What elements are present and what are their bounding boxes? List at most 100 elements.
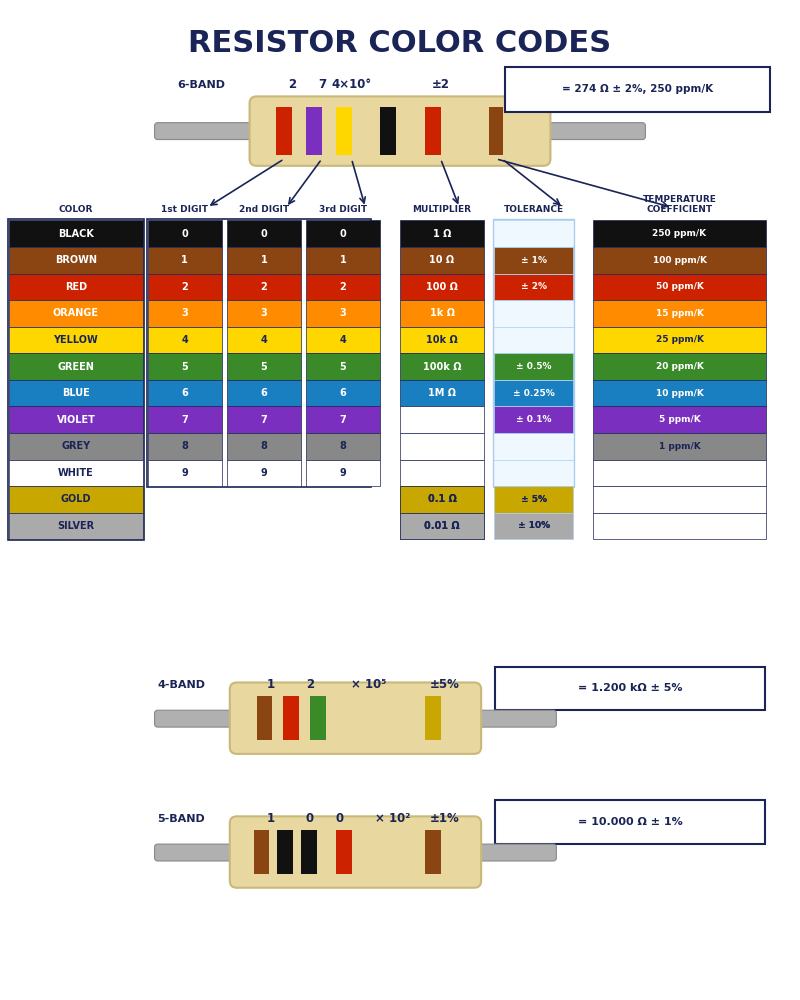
Text: 2: 2 [261, 282, 267, 292]
FancyBboxPatch shape [148, 247, 222, 274]
FancyBboxPatch shape [301, 830, 317, 874]
FancyBboxPatch shape [227, 380, 301, 406]
Text: 4: 4 [182, 335, 188, 345]
Text: ± 10%: ± 10% [518, 521, 550, 530]
Text: ± 5%: ± 5% [521, 495, 546, 504]
FancyBboxPatch shape [494, 380, 573, 406]
FancyBboxPatch shape [494, 406, 573, 433]
FancyBboxPatch shape [9, 513, 142, 539]
FancyBboxPatch shape [306, 406, 380, 433]
FancyBboxPatch shape [495, 800, 765, 844]
Text: 0: 0 [306, 812, 314, 825]
Text: 1k Ω: 1k Ω [430, 308, 454, 318]
FancyBboxPatch shape [9, 406, 142, 433]
FancyBboxPatch shape [154, 844, 259, 861]
FancyBboxPatch shape [400, 220, 484, 247]
FancyBboxPatch shape [227, 353, 301, 380]
Text: 5: 5 [261, 362, 267, 372]
FancyBboxPatch shape [400, 460, 484, 486]
FancyBboxPatch shape [451, 710, 556, 727]
Text: 5: 5 [182, 362, 188, 372]
Text: 25 ppm/K: 25 ppm/K [655, 335, 703, 344]
FancyBboxPatch shape [310, 696, 326, 740]
Text: 1: 1 [261, 255, 267, 265]
Text: ± 1%: ± 1% [521, 256, 546, 265]
FancyBboxPatch shape [593, 433, 766, 460]
Text: 2: 2 [306, 678, 314, 691]
FancyBboxPatch shape [593, 327, 766, 353]
FancyBboxPatch shape [148, 327, 222, 353]
Text: SILVER: SILVER [58, 521, 94, 531]
Text: 3: 3 [261, 308, 267, 318]
Text: RED: RED [65, 282, 87, 292]
FancyBboxPatch shape [494, 274, 573, 300]
FancyBboxPatch shape [148, 406, 222, 433]
FancyBboxPatch shape [250, 96, 550, 166]
Text: × 10⁵: × 10⁵ [350, 678, 386, 691]
FancyBboxPatch shape [400, 406, 484, 433]
FancyBboxPatch shape [230, 682, 481, 754]
FancyBboxPatch shape [494, 486, 573, 513]
Text: 3: 3 [340, 308, 346, 318]
Text: 2: 2 [182, 282, 188, 292]
Text: 1 ppm/K: 1 ppm/K [658, 442, 701, 451]
Text: 100 ppm/K: 100 ppm/K [653, 256, 706, 265]
FancyBboxPatch shape [257, 696, 272, 740]
FancyBboxPatch shape [494, 353, 573, 380]
FancyBboxPatch shape [148, 380, 222, 406]
FancyBboxPatch shape [306, 247, 380, 274]
Text: ± 0.5%: ± 0.5% [516, 362, 551, 371]
FancyBboxPatch shape [400, 300, 484, 327]
FancyBboxPatch shape [593, 380, 766, 406]
Text: 1: 1 [340, 255, 346, 265]
Text: BROWN: BROWN [55, 255, 97, 265]
Text: 1M Ω: 1M Ω [428, 388, 456, 398]
FancyBboxPatch shape [495, 667, 765, 710]
FancyBboxPatch shape [400, 380, 484, 406]
Text: = 1.200 kΩ ± 5%: = 1.200 kΩ ± 5% [578, 683, 683, 693]
Text: ± 5%: ± 5% [521, 495, 546, 504]
Text: ± 0.1%: ± 0.1% [516, 415, 551, 424]
Text: 7: 7 [261, 415, 267, 425]
FancyBboxPatch shape [593, 353, 766, 380]
FancyBboxPatch shape [9, 380, 142, 406]
Text: RESISTOR COLOR CODES: RESISTOR COLOR CODES [189, 29, 611, 58]
Text: 50 ppm/K: 50 ppm/K [656, 282, 703, 291]
FancyBboxPatch shape [336, 107, 351, 155]
FancyBboxPatch shape [593, 486, 766, 513]
FancyBboxPatch shape [148, 460, 222, 486]
Text: 6: 6 [182, 388, 188, 398]
FancyBboxPatch shape [227, 247, 301, 274]
FancyBboxPatch shape [493, 219, 574, 487]
FancyBboxPatch shape [283, 696, 299, 740]
FancyBboxPatch shape [336, 830, 351, 874]
Text: 6: 6 [261, 388, 267, 398]
Text: ± 10%: ± 10% [518, 521, 550, 530]
Text: = 10.000 Ω ± 1%: = 10.000 Ω ± 1% [578, 817, 683, 827]
Text: 5-BAND: 5-BAND [158, 814, 206, 824]
Text: 0: 0 [182, 229, 188, 239]
FancyBboxPatch shape [400, 327, 484, 353]
FancyBboxPatch shape [306, 433, 380, 460]
FancyBboxPatch shape [380, 107, 396, 155]
Text: 0.1 Ω: 0.1 Ω [428, 494, 457, 504]
FancyBboxPatch shape [400, 486, 484, 513]
Text: ±2: ±2 [431, 78, 450, 91]
FancyBboxPatch shape [9, 327, 142, 353]
FancyBboxPatch shape [9, 274, 142, 300]
Text: BLACK: BLACK [58, 229, 94, 239]
FancyBboxPatch shape [278, 830, 293, 874]
FancyBboxPatch shape [254, 830, 270, 874]
Text: 7: 7 [318, 78, 326, 91]
FancyBboxPatch shape [400, 513, 484, 539]
FancyBboxPatch shape [227, 274, 301, 300]
FancyBboxPatch shape [306, 380, 380, 406]
Text: WHITE: WHITE [58, 468, 94, 478]
FancyBboxPatch shape [9, 247, 142, 274]
FancyBboxPatch shape [425, 107, 441, 155]
Text: × 10²: × 10² [375, 812, 410, 825]
Text: 4: 4 [340, 335, 346, 345]
Text: 6: 6 [340, 388, 346, 398]
FancyBboxPatch shape [593, 406, 766, 433]
FancyBboxPatch shape [425, 830, 441, 874]
